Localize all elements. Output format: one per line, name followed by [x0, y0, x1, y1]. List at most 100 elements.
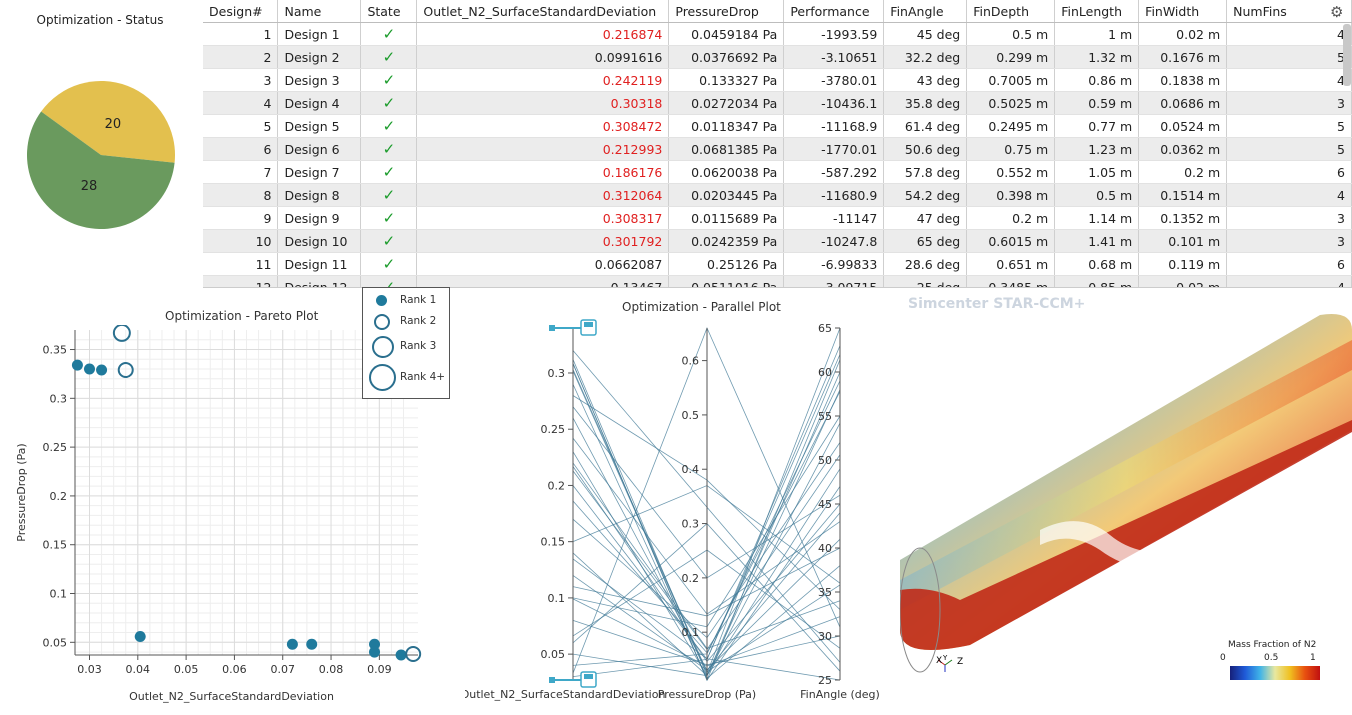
y-tick-label: 0.1: [50, 588, 68, 601]
pareto-point-rank-1: [96, 364, 108, 376]
cell-fins: 5: [1226, 45, 1352, 69]
cell-fins: 3: [1226, 206, 1352, 230]
table-row[interactable]: 4 Design 4 ✓ 0.30318 0.0272034 Pa -10436.1 35.…: [203, 91, 1352, 115]
parallel-tick-label: 35: [818, 586, 832, 599]
cell-angle: 45 deg: [883, 22, 968, 46]
cell-length: 0.86 m: [1054, 68, 1140, 92]
table-row[interactable]: 9 Design 9 ✓ 0.308317 0.0115689 Pa -11147 47 d…: [203, 206, 1352, 230]
column-header-state[interactable]: State: [360, 0, 418, 23]
cell-width: 0.1676 m: [1138, 45, 1228, 69]
cell-length: 1.32 m: [1054, 45, 1140, 69]
column-header-outlet-n2-surfacestandarddeviation[interactable]: Outlet_N2_SurfaceStandardDeviation: [416, 0, 670, 23]
table-row[interactable]: 10 Design 10 ✓ 0.301792 0.0242359 Pa -10247.8…: [203, 229, 1352, 253]
cell-std: 0.0991616: [416, 45, 670, 69]
cell-name: Design 3: [277, 68, 362, 92]
table-scrollbar[interactable]: [1343, 24, 1351, 86]
table-row[interactable]: 7 Design 7 ✓ 0.186176 0.0620038 Pa -587.292 57…: [203, 160, 1352, 184]
table-row[interactable]: 6 Design 6 ✓ 0.212993 0.0681385 Pa -1770.01 50…: [203, 137, 1352, 161]
cell-width: 0.0524 m: [1138, 114, 1228, 138]
cell-angle: 57.8 deg: [883, 160, 968, 184]
cell-depth: 0.398 m: [966, 183, 1056, 207]
designs-table: Design# Name State Outlet_N2_SurfaceStandar…: [203, 0, 1352, 287]
table-row[interactable]: 11 Design 11 ✓ 0.0662087 0.25126 Pa -6.99833 2…: [203, 252, 1352, 276]
pie-slice-label: 20: [105, 117, 122, 132]
cell-angle: 32.2 deg: [883, 45, 968, 69]
cell-state: ✓: [360, 22, 418, 46]
axis-x-label: X: [936, 656, 942, 666]
pareto-point-rank-1: [286, 638, 298, 650]
cell-depth: 0.5 m: [966, 22, 1056, 46]
parallel-tick-label: 0.15: [541, 536, 566, 549]
column-header-numfins[interactable]: NumFins: [1226, 0, 1352, 23]
cell-state: ✓: [360, 68, 418, 92]
cell-fins: 5: [1226, 114, 1352, 138]
status-title: Optimization - Status: [36, 13, 164, 27]
axis-triad: X Y Z: [936, 654, 963, 672]
cell-std: 0.30318: [416, 91, 670, 115]
parallel-tick-label: 0.25: [541, 423, 566, 436]
cell-perf: -11168.9: [783, 114, 885, 138]
y-tick-label: 0.2: [50, 490, 68, 503]
parallel-tick-label: 0.05: [541, 648, 566, 661]
cell-perf: -3.09715: [783, 275, 885, 287]
cell-id: 1: [203, 22, 279, 46]
column-header-design-[interactable]: Design#: [203, 0, 279, 23]
cell-depth: 0.75 m: [966, 137, 1056, 161]
cell-state: ✓: [360, 91, 418, 115]
parallel-tick-label: 0.4: [682, 463, 700, 476]
parallel-plot[interactable]: 0.05 0.1 0.15 0.2 0.25 0.3 Outlet_N2_SurfaceSt…: [465, 318, 895, 715]
table-row[interactable]: 3 Design 3 ✓ 0.242119 0.133327 Pa -3780.01 43 …: [203, 68, 1352, 92]
y-tick-label: 0.15: [43, 539, 68, 552]
cell-id: 7: [203, 160, 279, 184]
column-header-pressuredrop[interactable]: PressureDrop: [668, 0, 785, 23]
cell-state: ✓: [360, 275, 418, 287]
y-tick-label: 0.35: [43, 344, 68, 357]
table-row[interactable]: 1 Design 1 ✓ 0.216874 0.0459184 Pa -1993.59 45…: [203, 22, 1352, 46]
table-row[interactable]: 8 Design 8 ✓ 0.312064 0.0203445 Pa -11680.9 54…: [203, 183, 1352, 207]
parallel-tick-label: 0.1: [548, 592, 566, 605]
table-row[interactable]: 5 Design 5 ✓ 0.308472 0.0118347 Pa -11168.9 61…: [203, 114, 1352, 138]
cell-width: 0.1838 m: [1138, 68, 1228, 92]
y-tick-label: 0.25: [43, 441, 68, 454]
column-header-findepth[interactable]: FinDepth: [966, 0, 1056, 23]
parallel-tick-label: 0.3: [682, 518, 700, 531]
pareto-point-rank-2: [405, 646, 422, 663]
column-header-finwidth[interactable]: FinWidth: [1138, 0, 1228, 23]
cell-perf: -10247.8: [783, 229, 885, 253]
save-filter-icon-detail: [584, 674, 593, 679]
cell-id: 6: [203, 137, 279, 161]
pareto-point-rank-1: [83, 363, 95, 375]
cell-angle: 54.2 deg: [883, 183, 968, 207]
column-header-finlength[interactable]: FinLength: [1054, 0, 1140, 23]
column-header-name[interactable]: Name: [277, 0, 362, 23]
cell-depth: 0.299 m: [966, 45, 1056, 69]
table-row[interactable]: 2 Design 2 ✓ 0.0991616 0.0376692 Pa -3.10651 3…: [203, 45, 1352, 69]
x-tick-label: 0.05: [174, 663, 199, 676]
cell-length: 0.5 m: [1054, 183, 1140, 207]
rank-3-marker-icon: [372, 336, 394, 358]
table-row[interactable]: 12 Design 12 ✓ 0.13467 0.0511016 Pa -3.09715 2…: [203, 275, 1352, 287]
pareto-title: Optimization - Pareto Plot: [165, 309, 319, 323]
parallel-tick-label: 65: [818, 322, 832, 335]
cell-pd: 0.25126 Pa: [668, 252, 785, 276]
pareto-plot[interactable]: 0.03 0.04 0.05 0.06 0.07 0.08 0.09 0.05 0.1 0.15 0…: [0, 325, 440, 715]
rank-4-marker-icon: [369, 364, 396, 391]
parallel-tick-label: 55: [818, 410, 832, 423]
simulation-3d-view[interactable]: X Y Z: [900, 310, 1352, 682]
cell-id: 8: [203, 183, 279, 207]
gear-icon[interactable]: ⚙: [1330, 3, 1344, 21]
x-tick-label: 0.09: [367, 663, 392, 676]
column-header-performance[interactable]: Performance: [783, 0, 885, 23]
cell-perf: -6.99833: [783, 252, 885, 276]
cell-id: 5: [203, 114, 279, 138]
cell-id: 11: [203, 252, 279, 276]
cell-perf: -11680.9: [783, 183, 885, 207]
pareto-point-rank-1: [395, 649, 407, 661]
cell-state: ✓: [360, 229, 418, 253]
cell-perf: -3780.01: [783, 68, 885, 92]
pareto-point-rank-1: [71, 359, 83, 371]
pipe-geometry: [900, 314, 1352, 673]
column-header-finangle[interactable]: FinAngle: [883, 0, 968, 23]
cell-std: 0.0662087: [416, 252, 670, 276]
